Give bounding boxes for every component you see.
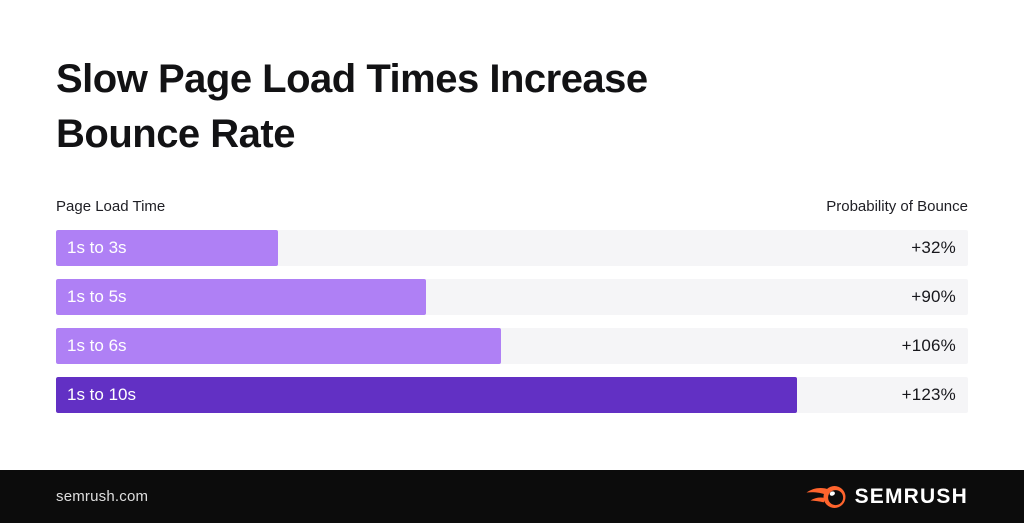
footer-bar: semrush.com SEMRUSH [0,470,1024,523]
column-header-page-load-time: Page Load Time [56,198,166,216]
bar-track: 1s to 5s +90% [56,279,968,316]
bar-track: 1s to 3s +32% [56,230,968,267]
column-headers: Page Load Time Probability of Bounce [56,198,968,215]
bar-value: +32% [911,238,956,258]
site-url: semrush.com [56,488,149,505]
bar-fill: 1s to 10s [56,377,797,414]
bar-chart: 1s to 3s +32% 1s to 5s +90% 1s to 6s +10… [56,230,968,414]
bar-value: +123% [901,385,956,405]
bar-value: +90% [911,287,956,307]
bar-fill: 1s to 6s [56,328,502,365]
bar-value: +106% [901,336,956,356]
semrush-flame-icon [806,483,846,511]
bar-track: 1s to 6s +106% [56,328,968,365]
column-header-probability-of-bounce: Probability of Bounce [826,198,968,216]
bar-track: 1s to 10s +123% [56,377,968,414]
page-title: Slow Page Load Times Increase Bounce Rat… [56,57,648,157]
semrush-logo-text: SEMRUSH [854,484,968,508]
bar-label: 1s to 3s [67,238,127,258]
bar-label: 1s to 5s [67,287,127,307]
semrush-logo: SEMRUSH [806,483,968,511]
bar-label: 1s to 10s [67,385,136,405]
bar-fill: 1s to 5s [56,279,427,316]
bar-fill: 1s to 3s [56,230,278,267]
bar-label: 1s to 6s [67,336,127,356]
chart-area: Slow Page Load Times Increase Bounce Rat… [56,57,968,414]
